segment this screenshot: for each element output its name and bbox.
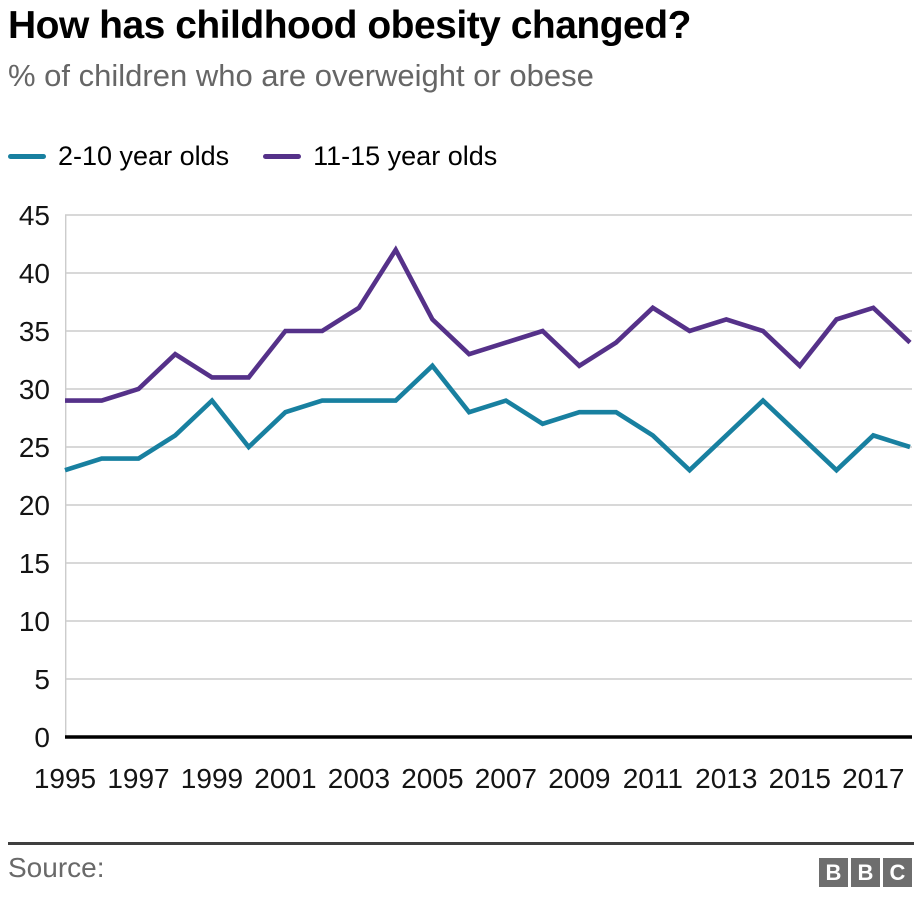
y-tick-label: 0: [34, 722, 50, 753]
y-tick-label: 40: [19, 258, 50, 289]
x-tick-label: 2009: [548, 763, 610, 794]
y-tick-label: 5: [34, 664, 50, 695]
x-tick-label: 2011: [623, 763, 683, 794]
chart-legend: 2-10 year olds 11-15 year olds: [8, 140, 497, 172]
y-tick-label: 30: [19, 374, 50, 405]
legend-item-11-15-year-olds: 11-15 year olds: [263, 141, 497, 172]
chart-subtitle: % of children who are overweight or obes…: [8, 58, 594, 93]
y-tick-label: 20: [19, 490, 50, 521]
bbc-logo-block: B: [819, 858, 848, 887]
y-tick-label: 35: [19, 316, 50, 347]
bbc-logo-block: C: [883, 858, 912, 887]
x-tick-label: 2003: [328, 763, 390, 794]
y-tick-label: 10: [19, 606, 50, 637]
x-tick-label: 2005: [401, 763, 463, 794]
x-tick-label: 1997: [107, 763, 169, 794]
y-tick-label: 25: [19, 432, 50, 463]
y-tick-label: 15: [19, 548, 50, 579]
x-tick-label: 2017: [842, 763, 904, 794]
x-tick-label: 1999: [181, 763, 243, 794]
x-tick-label: 2001: [254, 763, 316, 794]
legend-swatch-icon: [8, 153, 46, 159]
series-line-11-15-year-olds: [65, 245, 912, 403]
bbc-logo-block: B: [851, 858, 880, 887]
source-label: Source:: [8, 852, 105, 883]
legend-swatch-icon: [263, 153, 302, 159]
footer-divider: [8, 842, 914, 845]
line-chart: 0 5 10 15 20 25 30 35 40 45 1995 1997 1999 2001 2003 20…: [19, 200, 912, 794]
y-tick-label: 45: [19, 200, 50, 231]
x-tick-label: 2007: [475, 763, 537, 794]
legend-item-2-10-year-olds: 2-10 year olds: [8, 141, 229, 172]
series-line-2-10-year-olds: [64, 362, 911, 474]
x-tick-label: 2015: [769, 763, 831, 794]
x-tick-label: 2013: [695, 763, 757, 794]
legend-label: 11-15 year olds: [313, 140, 498, 171]
chart-title: How has childhood obesity changed?: [8, 4, 691, 47]
x-tick-label: 1995: [34, 763, 96, 794]
legend-label: 2-10 year olds: [58, 140, 230, 171]
